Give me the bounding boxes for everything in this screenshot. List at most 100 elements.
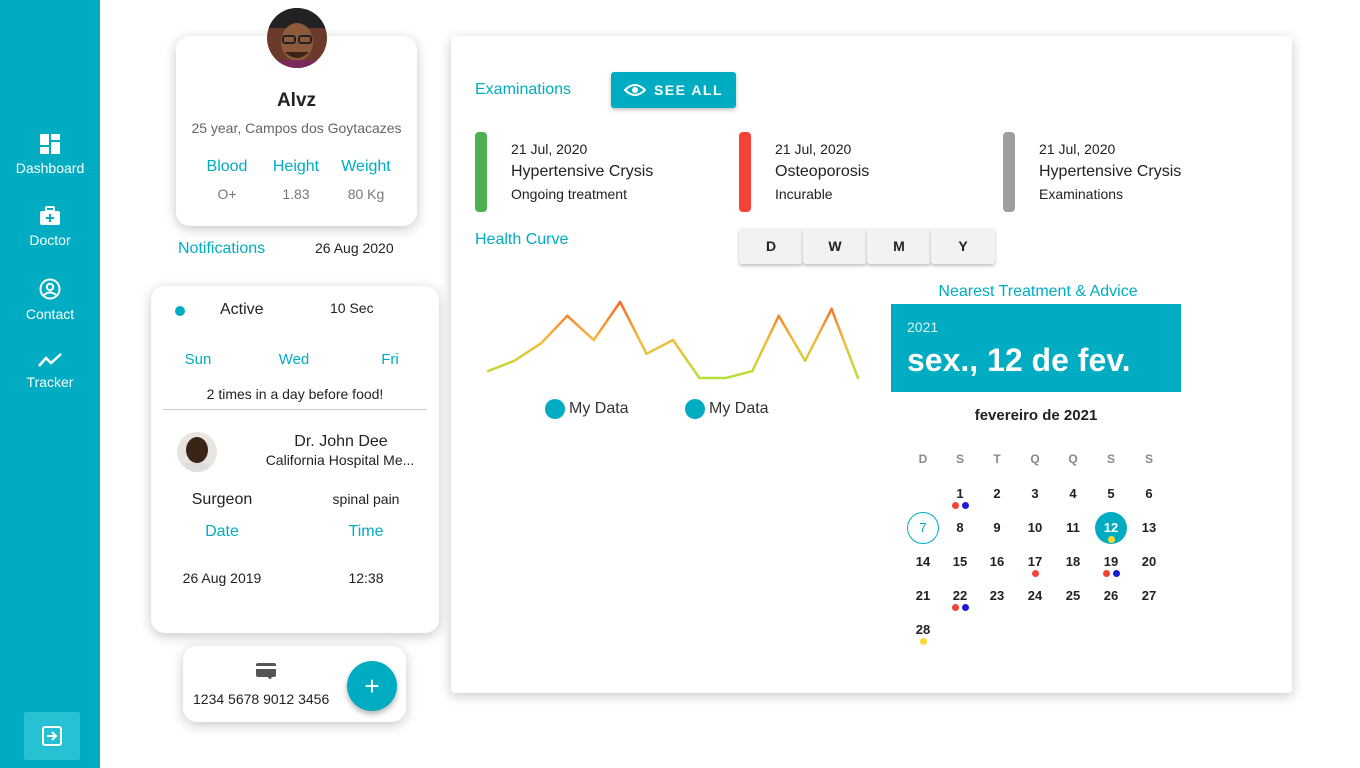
nav-dashboard[interactable]: Dashboard [0,134,100,176]
calendar-weekday: S [955,452,964,466]
doctor-specialty: Surgeon [191,491,253,508]
calendar-day-today[interactable]: 7 [907,512,939,544]
sidebar: Dashboard Doctor Contact Tracker [0,0,100,768]
add-card-button[interactable]: + [347,661,397,711]
exam-date: 21 Jul, 2020 [1039,141,1116,157]
calendar-day[interactable]: 4 [1069,486,1077,501]
height-value: 1.83 [282,186,310,202]
calendar-event-marker [1107,536,1115,543]
profile-subtitle: 25 year, Campos dos Goytacazes [191,120,402,136]
series-line-segment [539,314,569,345]
appointment-date: 26 Aug 2019 [182,570,262,586]
calendar-selected-date: sex., 12 de fev. [907,342,1131,378]
calendar-day[interactable]: 22 [952,588,968,603]
eye-icon [623,84,646,96]
appointment-card: Active 10 Sec Sun Wed Fri 2 times in a d… [151,286,439,633]
medical-bag-icon [40,206,60,225]
calendar-day[interactable]: 8 [956,520,964,535]
calendar-day[interactable]: 18 [1065,554,1081,569]
doctor-avatar [177,432,217,472]
calendar-weekday: Q [1030,452,1040,466]
card-number: 1234 5678 9012 3456 [193,691,330,707]
weight-value: 80 Kg [347,186,385,202]
health-curve-label: Health Curve [475,231,569,248]
add-icon: + [364,671,380,701]
range-month-button[interactable]: M [867,228,931,264]
series-line-segment [830,307,860,380]
calendar-day[interactable]: 15 [952,554,968,569]
logout-button[interactable] [24,712,80,760]
calendar-weekday: S [1106,452,1115,466]
calendar-day[interactable]: 3 [1031,486,1039,501]
series-line-segment [513,342,543,362]
notifications-date: 26 Aug 2020 [315,240,394,256]
series-line-segment [803,307,833,362]
calendar-day[interactable]: 6 [1145,486,1153,501]
calendar-day[interactable]: 26 [1103,588,1119,603]
calendar-day[interactable]: 9 [993,520,1001,535]
calendar-day[interactable]: 5 [1107,486,1115,501]
range-week-button[interactable]: W [803,228,867,264]
exam-status: Ongoing treatment [511,186,627,202]
series-line-segment [645,338,675,356]
dashboard-icon [40,134,60,154]
calendar-day[interactable]: 28 [915,622,931,637]
calendar-day[interactable]: 19 [1103,554,1119,569]
calendar-day[interactable]: 20 [1141,554,1157,569]
nav-tracker[interactable]: Tracker [0,352,100,390]
calendar-day[interactable]: 21 [915,588,931,603]
calendar-day[interactable]: 23 [989,588,1005,603]
height-label: Height [272,158,320,175]
calendar-day[interactable]: 11 [1066,520,1080,535]
examinations-label: Examinations [475,81,572,98]
range-day-button[interactable]: D [739,228,803,264]
calendar-day[interactable]: 25 [1065,588,1081,603]
calendar-month-title: fevereiro de 2021 [974,407,1098,424]
exam-title[interactable]: Hypertensive Crysis [1039,163,1182,180]
calendar-day[interactable]: 17 [1027,554,1043,569]
calendar-event-marker [919,638,927,645]
calendar-day[interactable]: 24 [1027,588,1043,603]
nav-dashboard-label: Dashboard [15,160,85,176]
series-line-segment [592,300,622,342]
legend-label: My Data [569,400,629,417]
calendar-event-marker [951,604,959,611]
range-year-button[interactable]: Y [931,228,995,264]
schedule-day-3: Fri [381,351,399,368]
exam-date: 21 Jul, 2020 [511,141,588,157]
date-label: Date [205,523,239,540]
schedule-day-2: Wed [278,351,310,368]
calendar-day[interactable]: 14 [915,554,931,569]
calendar-day[interactable]: 27 [1141,588,1157,603]
calendar-day[interactable]: 16 [989,554,1005,569]
nav-doctor-label: Doctor [29,232,71,248]
nav-doctor[interactable]: Doctor [0,206,100,248]
weight-label: Weight [341,158,391,175]
nav-contact[interactable]: Contact [0,278,100,322]
appointment-reason: spinal pain [332,491,400,507]
notifications-label[interactable]: Notifications [178,240,266,257]
legend-label: My Data [709,400,769,417]
calendar-event-marker [1031,570,1039,577]
exam-title[interactable]: Osteoporosis [775,163,870,180]
calendar-weekday: T [993,452,1001,466]
calendar-day[interactable]: 13 [1141,520,1157,535]
calendar-year[interactable]: 2021 [907,319,939,335]
calendar-weekday: Q [1068,452,1078,466]
calendar-header: 2021 sex., 12 de fev. [891,304,1181,392]
blood-value: O+ [217,186,237,202]
exam-title[interactable]: Hypertensive Crysis [511,163,654,180]
appointment-time-ago: 10 Sec [330,300,374,316]
range-toggle-group: D W M Y [739,228,995,264]
nav-tracker-label: Tracker [26,374,74,390]
see-all-button[interactable]: SEE ALL [611,72,736,108]
calendar-day[interactable]: 1 [956,486,964,501]
series-line-segment [566,314,595,342]
exam-status-bar [739,132,751,212]
exam-status-bar [475,132,487,212]
appointment-time: 12:38 [348,570,384,586]
legend-marker [545,399,565,419]
calendar-day[interactable]: 2 [993,486,1001,501]
calendar-day[interactable]: 10 [1027,520,1043,535]
medication-instruction: 2 times in a day before food! [206,386,384,402]
